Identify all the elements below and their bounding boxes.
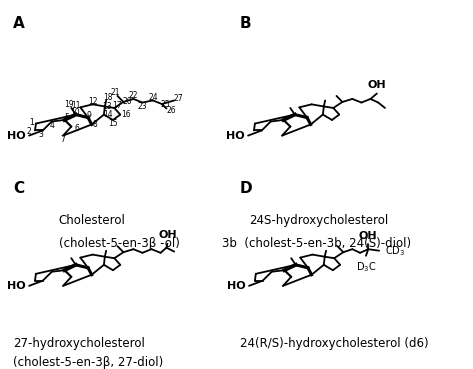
- Text: 24: 24: [148, 93, 158, 102]
- Text: (cholest-5-en-3β -ol): (cholest-5-en-3β -ol): [59, 238, 179, 251]
- Text: HO: HO: [226, 131, 245, 141]
- Text: 6: 6: [74, 124, 79, 134]
- Text: 21: 21: [111, 89, 120, 97]
- Text: 3: 3: [38, 130, 43, 139]
- Text: OH: OH: [158, 230, 177, 240]
- Text: 23: 23: [138, 101, 147, 111]
- Text: 4: 4: [49, 121, 54, 130]
- Text: 24S-hydroxycholesterol: 24S-hydroxycholesterol: [249, 214, 388, 227]
- Text: 3b  (cholest-5-en-3b, 24(S)-diol): 3b (cholest-5-en-3b, 24(S)-diol): [222, 238, 411, 251]
- Text: 15: 15: [108, 119, 118, 128]
- Text: 25: 25: [161, 100, 170, 108]
- Text: 18: 18: [104, 93, 113, 102]
- Text: 5: 5: [64, 113, 69, 122]
- Text: 22: 22: [129, 92, 138, 100]
- Text: 8: 8: [93, 120, 98, 129]
- Text: D: D: [240, 181, 253, 196]
- Text: 11: 11: [71, 101, 80, 110]
- Text: 20: 20: [122, 97, 132, 106]
- Text: 1: 1: [29, 118, 34, 127]
- Text: 10: 10: [70, 108, 80, 117]
- Text: HO: HO: [7, 131, 26, 141]
- Text: 19: 19: [64, 100, 74, 110]
- Text: CD$_3$: CD$_3$: [385, 244, 405, 258]
- Text: 26: 26: [166, 107, 176, 115]
- Text: (cholest-5-en-3β, 27-diol): (cholest-5-en-3β, 27-diol): [13, 356, 164, 369]
- Text: HO: HO: [227, 281, 245, 291]
- Text: 27-hydroxycholesterol: 27-hydroxycholesterol: [13, 337, 145, 350]
- Text: B: B: [240, 16, 252, 31]
- Text: 16: 16: [121, 110, 131, 119]
- Text: 13: 13: [102, 102, 112, 111]
- Text: A: A: [13, 16, 25, 31]
- Text: 14: 14: [103, 110, 113, 119]
- Text: 24(R/S)-hydroxycholesterol (d6): 24(R/S)-hydroxycholesterol (d6): [240, 337, 429, 350]
- Text: 27: 27: [174, 94, 184, 103]
- Text: 17: 17: [112, 101, 122, 110]
- Text: HO: HO: [7, 281, 26, 291]
- Text: OH: OH: [359, 231, 377, 241]
- Text: 12: 12: [88, 97, 97, 106]
- Text: 7: 7: [61, 135, 66, 144]
- Text: OH: OH: [368, 80, 386, 90]
- Text: 2: 2: [27, 127, 32, 135]
- Text: C: C: [13, 181, 25, 196]
- Text: D$_3$C: D$_3$C: [356, 260, 376, 273]
- Text: 9: 9: [87, 111, 91, 120]
- Text: Cholesterol: Cholesterol: [59, 214, 125, 227]
